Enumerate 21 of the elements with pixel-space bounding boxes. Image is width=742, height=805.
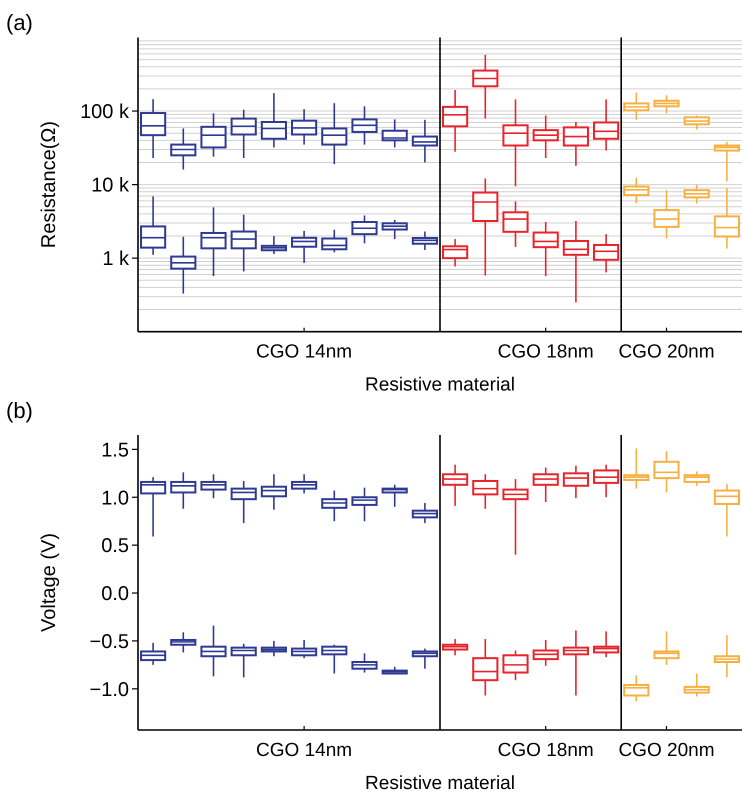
y-tick-label: −1.0 (90, 678, 129, 701)
x-tick-label: CGO 18nm (498, 740, 594, 761)
y-tick-label: 10 k (91, 174, 130, 197)
y-tick-label: 1.5 (101, 439, 129, 462)
x-tick-label: CGO 18nm (498, 342, 594, 363)
y-tick-label: −0.5 (90, 630, 129, 653)
chart-title: (a) (6, 10, 33, 35)
chart-title: (b) (6, 398, 33, 423)
y-tick-label: 0.0 (101, 583, 129, 606)
x-tick-label: CGO 20nm (618, 342, 715, 363)
x-tick-label: CGO 14nm (256, 740, 352, 761)
y-tick-label: 100 k (80, 101, 130, 124)
y-axis-title: Voltage (V) (38, 533, 60, 632)
y-tick-label: 1.0 (101, 487, 129, 510)
y-tick-label: 1 k (102, 248, 130, 270)
y-axis-title: Resistance(Ω) (38, 120, 60, 248)
x-tick-label: CGO 14nm (256, 342, 352, 363)
x-tick-label: CGO 20nm (618, 740, 715, 761)
x-axis-title: Resistive material (365, 773, 515, 794)
y-tick-label: 0.5 (101, 535, 129, 558)
x-axis-title: Resistive material (365, 374, 515, 396)
